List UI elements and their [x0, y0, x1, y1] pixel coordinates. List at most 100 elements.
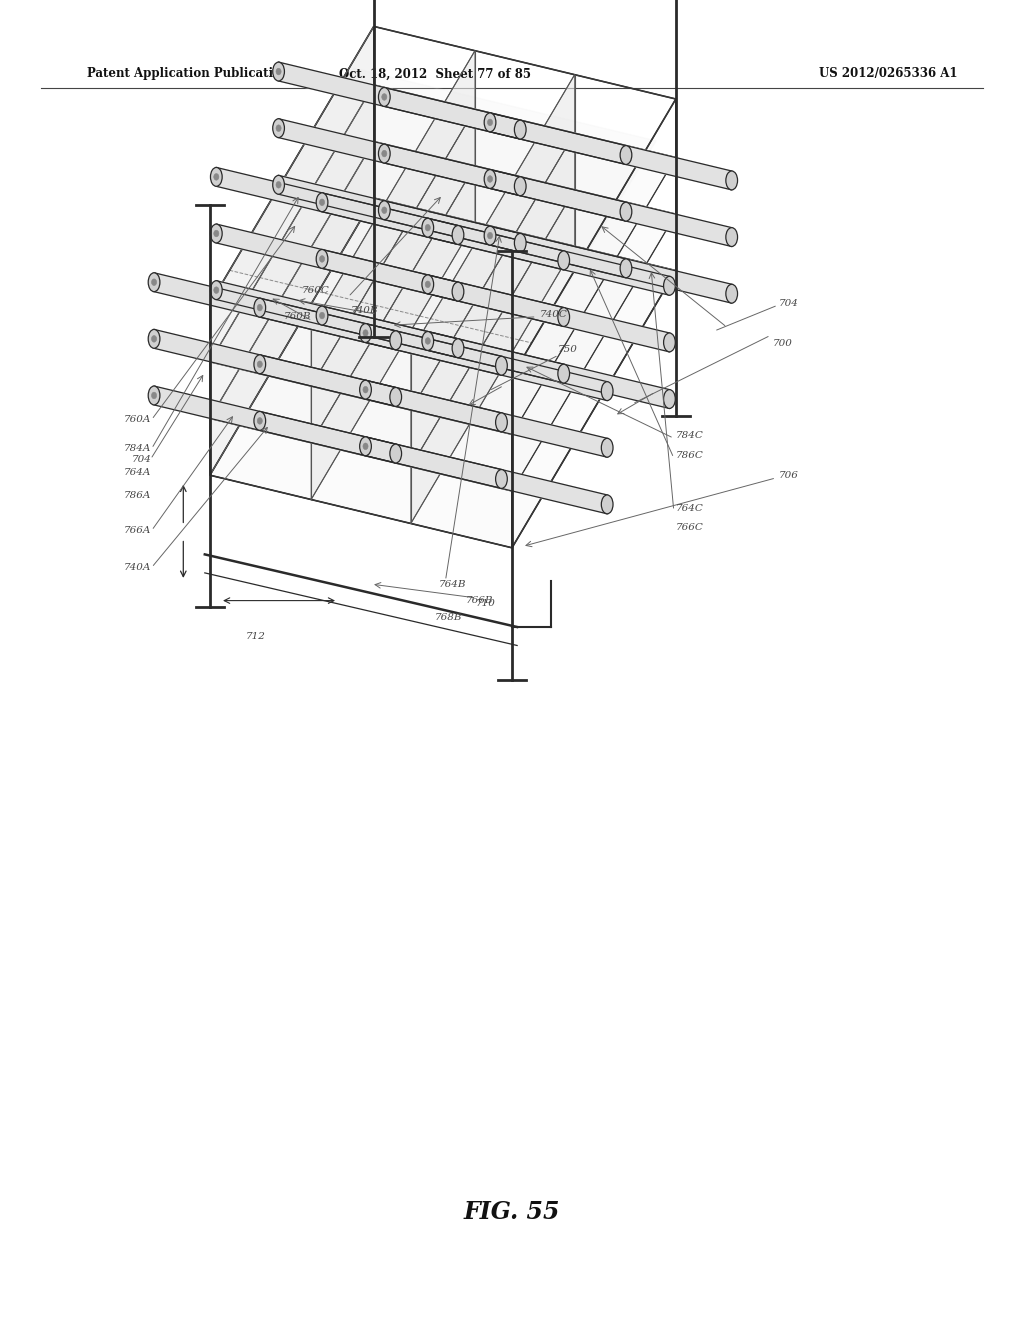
Circle shape: [487, 119, 493, 125]
Text: 704: 704: [778, 300, 798, 308]
Polygon shape: [216, 281, 458, 358]
Text: 786A: 786A: [124, 491, 152, 499]
Ellipse shape: [148, 273, 160, 292]
Polygon shape: [428, 218, 670, 296]
Text: 784A: 784A: [124, 445, 152, 453]
Polygon shape: [411, 190, 574, 524]
Circle shape: [257, 305, 262, 312]
Circle shape: [152, 335, 157, 342]
Ellipse shape: [148, 330, 160, 348]
Text: 706: 706: [778, 471, 798, 479]
Text: 766C: 766C: [676, 524, 703, 532]
Ellipse shape: [484, 169, 496, 189]
Text: 766A: 766A: [124, 527, 152, 535]
Polygon shape: [490, 226, 732, 304]
Polygon shape: [384, 201, 626, 277]
Circle shape: [319, 199, 325, 206]
Ellipse shape: [496, 470, 507, 488]
Polygon shape: [210, 198, 676, 548]
Text: 750: 750: [558, 346, 578, 354]
Text: FIG. 55: FIG. 55: [464, 1200, 560, 1224]
Polygon shape: [154, 330, 395, 407]
Polygon shape: [490, 169, 732, 247]
Circle shape: [152, 279, 157, 285]
Text: 740A: 740A: [124, 564, 152, 572]
Ellipse shape: [601, 381, 613, 400]
Polygon shape: [260, 298, 502, 375]
Circle shape: [425, 281, 430, 288]
Text: 764C: 764C: [676, 504, 703, 512]
Polygon shape: [490, 114, 732, 190]
Circle shape: [362, 330, 368, 337]
Ellipse shape: [390, 388, 401, 407]
Polygon shape: [384, 87, 626, 165]
Ellipse shape: [379, 201, 390, 219]
Polygon shape: [216, 224, 458, 301]
Text: 740C: 740C: [540, 310, 567, 318]
Circle shape: [487, 176, 493, 182]
Polygon shape: [366, 323, 607, 400]
Polygon shape: [384, 144, 626, 220]
Ellipse shape: [484, 114, 496, 132]
Polygon shape: [229, 69, 656, 343]
Ellipse shape: [272, 62, 285, 81]
Circle shape: [425, 338, 430, 345]
Circle shape: [382, 207, 387, 214]
Text: 740B: 740B: [351, 306, 379, 314]
Ellipse shape: [272, 176, 285, 194]
Ellipse shape: [726, 227, 737, 247]
Circle shape: [362, 387, 368, 393]
Ellipse shape: [558, 251, 569, 269]
Text: 784C: 784C: [676, 432, 703, 440]
Text: 710: 710: [476, 599, 496, 607]
Ellipse shape: [621, 202, 632, 222]
Ellipse shape: [453, 282, 464, 301]
Polygon shape: [428, 275, 670, 352]
Ellipse shape: [211, 281, 222, 300]
Polygon shape: [428, 331, 670, 408]
Text: 760A: 760A: [124, 416, 152, 424]
Ellipse shape: [453, 339, 464, 358]
Ellipse shape: [664, 389, 675, 408]
Ellipse shape: [484, 226, 496, 246]
Polygon shape: [210, 141, 374, 475]
Polygon shape: [279, 176, 520, 252]
Ellipse shape: [316, 249, 328, 268]
Text: 704: 704: [132, 455, 152, 463]
Ellipse shape: [390, 444, 401, 463]
Text: 768B: 768B: [435, 614, 463, 622]
Circle shape: [382, 150, 387, 157]
Circle shape: [257, 360, 262, 367]
Polygon shape: [210, 84, 676, 434]
Text: US 2012/0265336 A1: US 2012/0265336 A1: [819, 67, 957, 81]
Ellipse shape: [621, 259, 632, 277]
Ellipse shape: [726, 172, 737, 190]
Circle shape: [214, 286, 219, 293]
Polygon shape: [322, 306, 563, 383]
Ellipse shape: [211, 224, 222, 243]
Polygon shape: [411, 133, 574, 467]
Polygon shape: [154, 385, 395, 463]
Ellipse shape: [558, 364, 569, 383]
Circle shape: [362, 444, 368, 450]
Circle shape: [214, 230, 219, 236]
Text: 700: 700: [773, 339, 793, 347]
Polygon shape: [366, 437, 607, 513]
Ellipse shape: [514, 234, 526, 252]
Polygon shape: [311, 110, 475, 444]
Polygon shape: [210, 84, 374, 418]
Polygon shape: [322, 193, 563, 269]
Ellipse shape: [359, 437, 372, 455]
Ellipse shape: [390, 331, 401, 350]
Ellipse shape: [558, 308, 569, 326]
Ellipse shape: [601, 438, 613, 457]
Polygon shape: [216, 168, 458, 244]
Ellipse shape: [664, 276, 675, 296]
Text: 712: 712: [246, 632, 265, 640]
Ellipse shape: [359, 380, 372, 399]
Ellipse shape: [254, 355, 265, 374]
Text: 766B: 766B: [466, 597, 494, 605]
Ellipse shape: [148, 385, 160, 405]
Circle shape: [382, 94, 387, 100]
Polygon shape: [411, 75, 574, 411]
